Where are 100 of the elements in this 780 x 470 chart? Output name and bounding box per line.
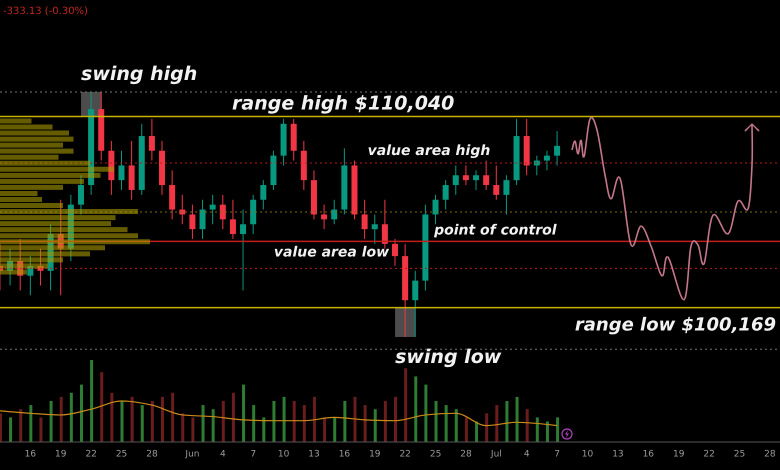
bar	[0, 154, 58, 160]
bar	[516, 396, 519, 442]
x-tick-label: 25	[734, 449, 746, 460]
bar	[364, 405, 367, 442]
bar	[150, 401, 154, 442]
x-tick-label: 22	[703, 449, 715, 460]
x-tick-label: 16	[338, 449, 350, 460]
bar	[0, 118, 32, 124]
bar	[39, 417, 42, 442]
candlestick	[260, 180, 266, 210]
bar	[353, 396, 356, 442]
bar	[90, 360, 94, 442]
bar	[0, 203, 63, 208]
x-tick-label: Jul	[490, 449, 502, 460]
candlestick	[534, 155, 540, 176]
ref-line-label: point of control	[433, 222, 557, 238]
bar	[120, 401, 124, 442]
x-tick-label: 4	[524, 449, 530, 460]
candlestick	[7, 248, 14, 286]
candlestick	[473, 170, 480, 190]
bar	[384, 401, 387, 442]
x-tick-label: 10	[278, 449, 290, 460]
x-tick-label: 22	[399, 449, 411, 460]
bar	[454, 409, 458, 442]
candlestick	[503, 174, 510, 215]
bar	[212, 409, 215, 442]
bar	[0, 184, 63, 190]
candlestick	[462, 164, 469, 186]
candlestick	[544, 150, 550, 171]
text: -333.13 (-0.30%)	[3, 6, 88, 17]
bar	[0, 190, 38, 196]
bar	[70, 392, 73, 442]
bar	[0, 413, 2, 442]
x-tick-label: 16	[642, 449, 654, 460]
x-tick-label: 28	[146, 449, 158, 460]
bar	[374, 409, 377, 442]
x-tick-label: 25	[430, 449, 442, 460]
bar	[0, 172, 100, 178]
bar	[536, 417, 539, 442]
candlestick	[321, 204, 328, 230]
candlestick	[372, 214, 378, 244]
bar	[0, 221, 111, 226]
x-tick-label: 10	[582, 449, 594, 460]
x-tick-label: 19	[55, 449, 67, 460]
candlestick	[148, 118, 155, 162]
candlestick	[493, 164, 500, 200]
candlestick	[189, 204, 196, 240]
bar	[0, 130, 69, 136]
bar	[50, 401, 53, 442]
bar	[60, 396, 63, 442]
bar	[495, 405, 498, 442]
ref-line-label: range high $110,040	[232, 92, 454, 114]
bar	[546, 422, 549, 442]
annotation: swing low	[395, 346, 502, 368]
bar	[191, 417, 194, 442]
candlestick	[17, 238, 24, 291]
bar	[526, 409, 529, 442]
bar	[0, 257, 63, 262]
candlestick	[483, 160, 490, 190]
bar	[161, 396, 164, 442]
candlestick	[58, 199, 64, 296]
candlestick	[412, 270, 418, 338]
bar	[0, 160, 90, 166]
bar	[0, 209, 138, 214]
bar	[312, 396, 316, 442]
x-tick-label: 13	[612, 449, 624, 460]
bar	[0, 215, 116, 220]
candlestick	[78, 174, 84, 215]
bar	[0, 136, 74, 142]
candlestick	[200, 199, 206, 240]
bar	[0, 178, 84, 184]
bar	[464, 417, 468, 442]
candlestick	[210, 194, 216, 225]
bar	[302, 405, 306, 442]
candlestick	[220, 194, 226, 230]
bar	[202, 405, 205, 442]
bar	[444, 405, 448, 442]
bar	[0, 227, 128, 232]
bar	[0, 124, 52, 130]
annotation: swing high	[81, 62, 198, 85]
x-tick-label: 19	[672, 449, 685, 460]
ref-line-label: value area high	[368, 143, 490, 159]
bar	[505, 401, 508, 442]
bar	[404, 368, 408, 442]
bar	[292, 401, 296, 442]
bar	[475, 422, 478, 442]
bar	[171, 392, 174, 442]
candlestick	[432, 194, 439, 225]
bar	[232, 392, 235, 442]
candlestick	[27, 256, 34, 296]
bar	[9, 417, 12, 442]
bar	[556, 417, 560, 442]
bar	[80, 384, 83, 442]
candlestick	[179, 194, 186, 225]
bar	[222, 401, 225, 442]
ref-line-label: range low $100,169	[574, 314, 776, 336]
bar	[414, 376, 418, 442]
x-tick-label: 22	[85, 449, 97, 460]
candlestick	[452, 164, 459, 196]
bar	[434, 401, 438, 442]
